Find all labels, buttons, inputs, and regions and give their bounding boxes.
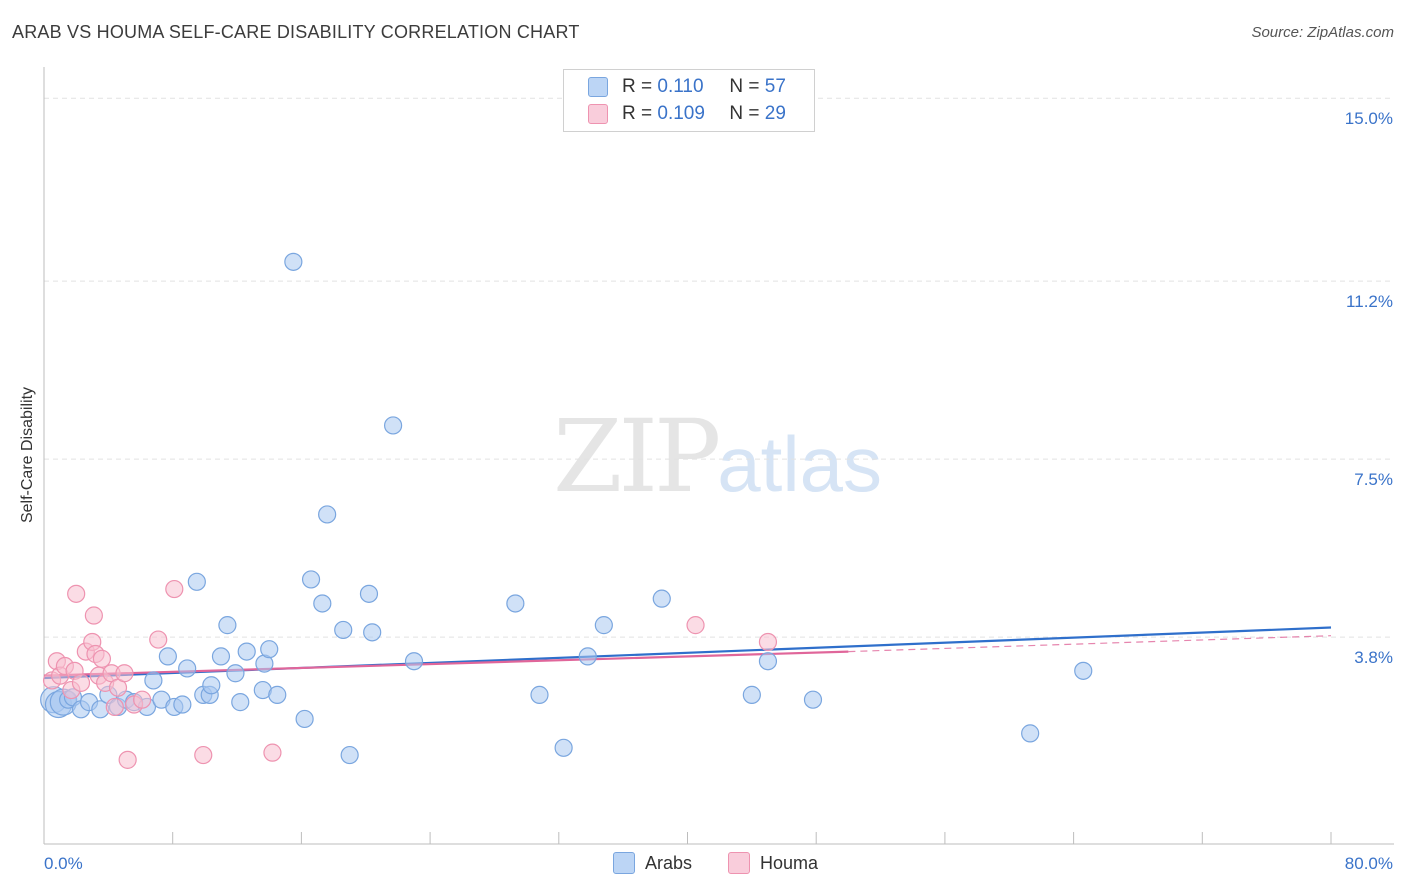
arabs-legend-swatch [613,852,635,874]
axes [43,67,1394,845]
r-label: R = [622,103,653,124]
arabs-point [268,685,287,704]
arabs-point [383,416,403,435]
arabs-point [594,616,613,635]
arabs-point [231,693,250,712]
houma-swatch [588,104,608,124]
y-tick-label: 11.2% [1346,292,1393,311]
watermark-zip: ZIP [553,398,721,515]
gridlines [44,97,1394,638]
arabs-point [260,640,279,659]
arabs-point [803,690,823,709]
arabs-point [218,616,237,635]
houma-point [133,690,152,709]
arabs-point [404,652,424,671]
houma-point [67,584,86,603]
data-points [40,252,1093,769]
houma-point [194,745,213,765]
houma-point [149,630,168,649]
watermark: ZIPatlas [553,398,883,515]
houma-n-value: 29 [764,103,786,124]
arabs-point [187,572,206,591]
arabs-point [742,685,761,704]
houma-point [686,616,705,635]
arabs-point [284,252,303,271]
arabs-point [1074,661,1093,680]
legend-item-arabs[interactable]: Arabs [613,852,692,874]
arabs-legend-label: Arabs [645,852,693,873]
stats-legend: R = 0.110 N = 57 R = 0.109 N = 29 [563,69,815,132]
arabs-point [554,738,573,757]
x-tick-label: 0.0% [44,854,83,873]
houma-trend-line [43,650,849,677]
houma-point [263,743,282,762]
source-label: Source: ZipAtlas.com [1251,24,1394,41]
arabs-point [144,671,163,690]
r-label: R = [622,76,653,97]
houma-trend-extension [848,635,1332,653]
arabs-point [359,584,379,603]
arabs-point [334,620,353,640]
arabs-n-value: 57 [764,76,786,97]
arabs-point [173,695,192,714]
legend-item-houma[interactable]: Houma [728,852,818,874]
arabs-point [318,505,337,524]
arabs-point [158,647,177,666]
houma-point [758,632,778,652]
houma-point [92,649,112,668]
houma-point [118,750,137,769]
houma-point [115,664,134,683]
houma-point [105,697,124,717]
arabs-point [237,642,256,661]
houma-r-value: 0.109 [657,103,705,124]
arabs-point [340,745,359,765]
arabs-r-value: 0.110 [657,76,704,97]
arabs-point [211,647,231,666]
y-tick-label: 7.5% [1354,470,1393,489]
n-label: N = [729,103,760,124]
houma-legend-label: Houma [760,852,819,873]
x-tick-label: 80.0% [1345,854,1393,873]
arabs-point [530,685,549,704]
chart-title: ARAB VS HOUMA SELF-CARE DISABILITY CORRE… [12,22,580,42]
arabs-swatch [588,77,608,97]
arabs-point [301,570,321,589]
arabs-point [578,647,597,666]
arabs-point [202,676,221,695]
houma-point [165,579,184,599]
legend-row-arabs: R = 0.110 N = 57 [588,76,786,98]
arabs-point [313,594,332,613]
arabs-point [178,659,197,678]
arabs-point [363,623,382,642]
watermark-atlas: atlas [717,420,883,508]
y-tick-label: 3.8% [1354,648,1393,667]
x-tick-labels: 0.0% 80.0% [44,854,1393,873]
arabs-point [652,589,671,608]
y-tick-labels: 3.8% 7.5% 11.2% 15.0% [1345,109,1393,667]
y-tick-label: 15.0% [1345,109,1393,128]
arabs-point [758,652,778,671]
series-legend: Arabs Houma [0,852,1406,878]
n-label: N = [729,76,760,97]
houma-point [71,673,91,692]
arabs-point [295,709,314,729]
arabs-point [1021,724,1040,743]
houma-legend-swatch [728,852,750,874]
arabs-point [226,664,245,683]
arabs-point [506,594,525,613]
houma-point [84,606,103,625]
legend-row-houma: R = 0.109 N = 29 [588,103,786,125]
